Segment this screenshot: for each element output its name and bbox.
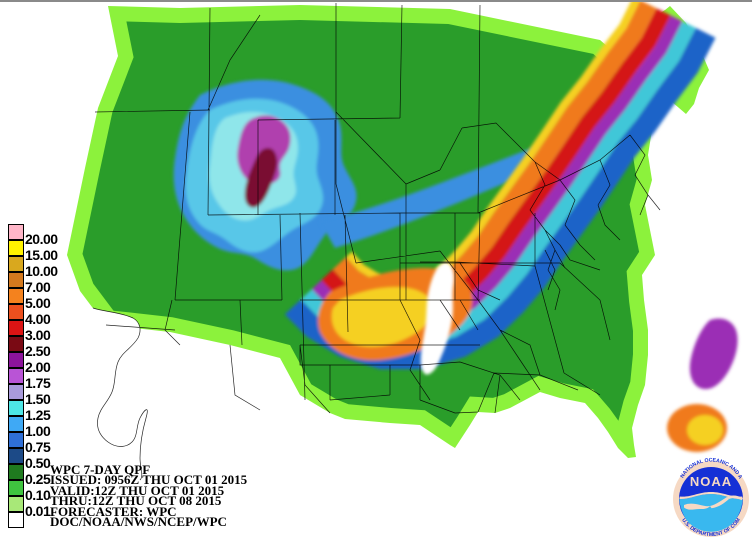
svg-text:NOAA: NOAA <box>690 474 732 489</box>
